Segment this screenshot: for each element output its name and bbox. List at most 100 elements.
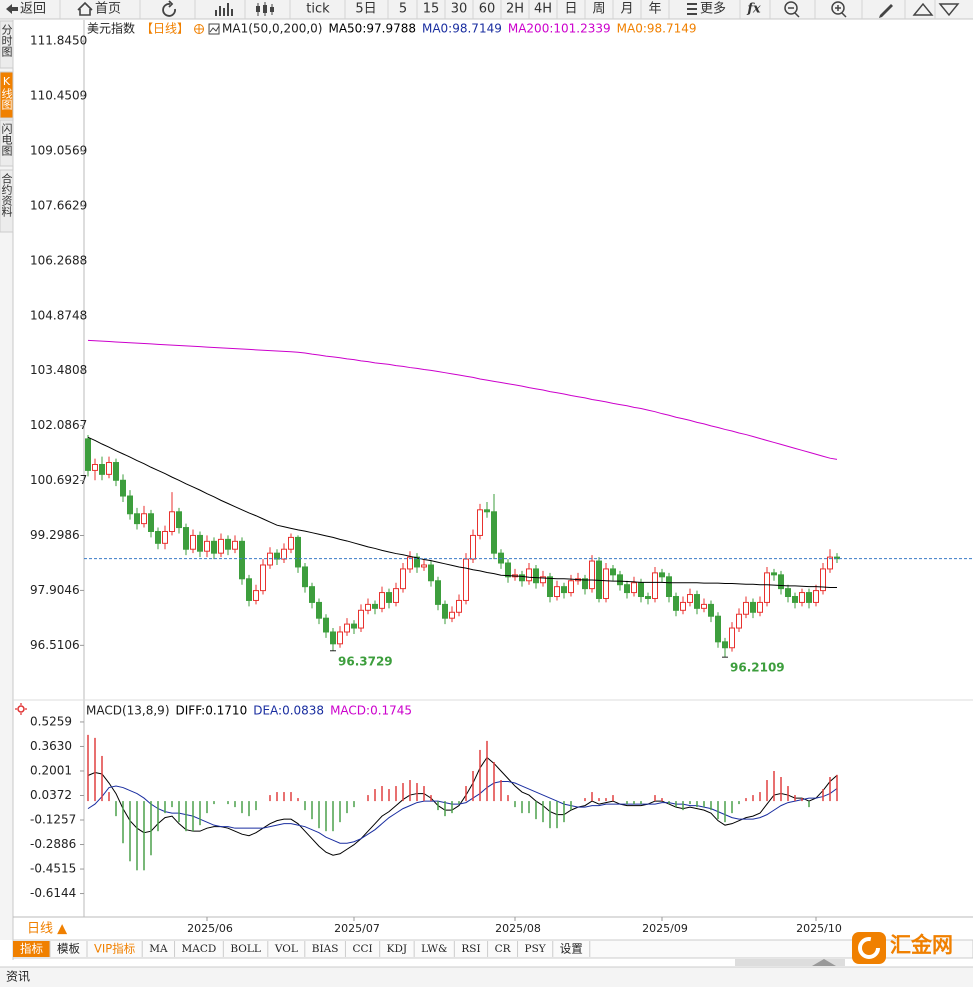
scrollbar [735, 959, 845, 966]
zoom-out-icon-line[interactable] [788, 7, 800, 18]
toolbar-button[interactable]: 周 [592, 2, 605, 17]
side-tab[interactable] [0, 119, 14, 167]
side-tab-label[interactable]: 合约资料 [0, 172, 13, 218]
zoom-out-icon[interactable] [784, 1, 798, 15]
candle-body [799, 592, 805, 603]
candle-body [393, 588, 399, 603]
y-tick-label: 97.9046 [30, 583, 80, 597]
candle-body [694, 594, 700, 609]
candle-body [379, 592, 385, 609]
candle-body [260, 564, 266, 592]
period-selector[interactable]: 日线 ▲ [27, 922, 67, 937]
add-icon[interactable] [194, 24, 205, 34]
side-tab-label[interactable]: 分时图 [0, 24, 13, 58]
candle-body [400, 568, 406, 590]
toolbar-button[interactable]: 15 [423, 2, 440, 17]
low-annotation: 96.3729 [338, 654, 393, 668]
candle-body [820, 568, 826, 592]
indicator-tab[interactable]: VIP指标 [94, 942, 135, 956]
candle-body [435, 580, 441, 605]
toolbar-button[interactable]: 返回 [20, 2, 46, 17]
toolbar-button[interactable]: fx [746, 2, 761, 17]
toolbar-button[interactable]: 年 [648, 2, 661, 17]
candle-body [764, 572, 770, 603]
toolbar-button[interactable]: 更多 [700, 1, 726, 17]
triangle-down-icon[interactable] [938, 3, 960, 17]
add-icon-cross[interactable] [195, 25, 204, 33]
legend-entry: DEA:0.0838 [253, 704, 324, 718]
indicator-tab[interactable]: RSI [461, 943, 480, 955]
triangle-up-icon[interactable] [912, 2, 934, 16]
indicator-tab[interactable]: LW& [421, 943, 447, 955]
refresh-icon[interactable] [162, 0, 176, 17]
indicator-tab[interactable]: MACD [182, 943, 217, 955]
candle-body [197, 534, 203, 552]
side-tab-label[interactable]: K线图 [0, 75, 13, 111]
indicator-tab[interactable]: CCI [352, 943, 372, 955]
chart-title: 美元指数 [87, 21, 135, 36]
toolbar-button[interactable]: tick [306, 2, 330, 17]
toolbar-button[interactable]: 首页 [95, 2, 121, 17]
candle-body [386, 592, 392, 603]
candle-body [610, 568, 616, 576]
candle-body [771, 572, 777, 576]
candle-body [715, 615, 721, 643]
indicator-tab[interactable]: 指标 [20, 942, 43, 956]
candle-body [540, 576, 546, 584]
candle-body [442, 603, 448, 619]
indicator-tab[interactable]: MA [149, 943, 168, 955]
candle-body [372, 603, 378, 609]
indicator-tab[interactable]: CR [495, 943, 512, 955]
y-tick-label: 100.6927 [30, 473, 87, 487]
bars-icon[interactable] [215, 3, 233, 16]
toolbar-button[interactable]: 5 [399, 2, 407, 17]
toolbar-button[interactable]: 2H [506, 2, 524, 17]
ma-line [87, 339, 838, 460]
indicator-tab[interactable]: PSY [525, 943, 547, 955]
toolbar-button[interactable]: 60 [479, 2, 496, 17]
x-tick-label: 2025/06 [187, 922, 233, 935]
macd-settings-rays[interactable] [15, 703, 27, 715]
candle-icon[interactable] [256, 5, 274, 13]
back-icon[interactable] [6, 4, 18, 14]
indicator-icon[interactable] [208, 23, 220, 35]
candle-body [645, 596, 651, 599]
candle-body [358, 609, 364, 629]
toolbar-button[interactable]: 4H [534, 2, 552, 17]
candle-body [309, 586, 315, 603]
candle-body [295, 536, 301, 568]
side-tab-label[interactable]: 闪电图 [0, 122, 13, 157]
zoom-in-icon[interactable] [831, 1, 845, 15]
indicator-tab[interactable]: 模板 [57, 942, 80, 956]
side-tab[interactable] [0, 169, 14, 233]
indicator-tab[interactable]: KDJ [387, 943, 407, 955]
macd-settings-icon[interactable] [17, 705, 25, 713]
indicator-tab[interactable]: VOL [274, 943, 298, 955]
toolbar-button[interactable]: 日 [564, 2, 577, 17]
macd-line [87, 781, 838, 844]
indicator-tab[interactable]: 设置 [560, 942, 583, 956]
home-icon[interactable] [77, 1, 93, 16]
legend-entry: MA0:98.7149 [422, 22, 502, 36]
pen-icon[interactable] [879, 4, 893, 18]
candle-body [526, 568, 532, 582]
side-tab[interactable] [0, 71, 14, 119]
candle-body [554, 586, 560, 598]
menu-icon[interactable] [687, 3, 697, 15]
toolbar-button[interactable]: 5日 [355, 2, 376, 17]
candle-body [155, 530, 161, 544]
candle-body [330, 631, 336, 645]
side-panel [0, 20, 13, 940]
zoom-in-icon-line[interactable] [835, 5, 847, 18]
status-text[interactable]: 资讯 [6, 970, 30, 984]
indicator-tab[interactable]: BOLL [230, 943, 260, 955]
candle-body [827, 556, 833, 570]
toolbar [0, 0, 973, 19]
side-tab[interactable] [0, 20, 14, 69]
indicator-tab[interactable]: BIAS [312, 943, 339, 955]
candle-body [533, 568, 539, 584]
indicator-icon-line[interactable] [209, 25, 220, 33]
macd-line [87, 756, 838, 856]
toolbar-button[interactable]: 30 [451, 2, 468, 17]
toolbar-button[interactable]: 月 [620, 2, 633, 17]
